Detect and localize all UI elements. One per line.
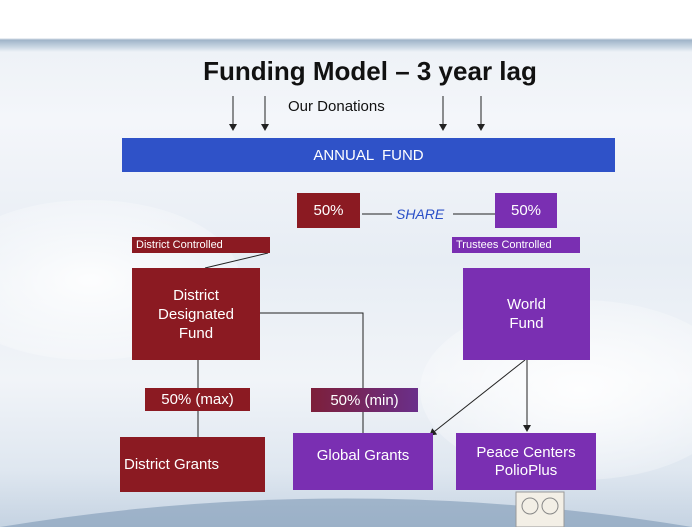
district-fund: District Designated Fund: [132, 268, 260, 360]
world-fund: World Fund: [463, 268, 590, 360]
line: [260, 313, 363, 388]
slide: Funding Model – 3 year lag Our Donations…: [0, 0, 692, 527]
trustees-controlled: Trustees Controlled: [452, 237, 580, 253]
max-label: 50% (max): [145, 388, 250, 411]
global-grants: Global Grants: [293, 433, 433, 490]
trustees-share: 50%: [495, 193, 557, 228]
annual-fund: ANNUAL FUND: [122, 138, 615, 172]
district-share: 50%: [297, 193, 360, 228]
district-controlled: District Controlled: [132, 237, 270, 253]
peace-centers: Peace Centers PolioPlus: [456, 433, 596, 490]
district-grants: District Grants: [120, 437, 265, 492]
title: Funding Model – 3 year lag: [150, 56, 590, 87]
bottom-swoosh: [0, 499, 692, 527]
share-label: SHARE: [396, 206, 444, 222]
line: [205, 253, 268, 268]
min-label: 50% (min): [311, 388, 418, 412]
donations-label: Our Donations: [288, 98, 385, 115]
arrow: [430, 360, 525, 435]
